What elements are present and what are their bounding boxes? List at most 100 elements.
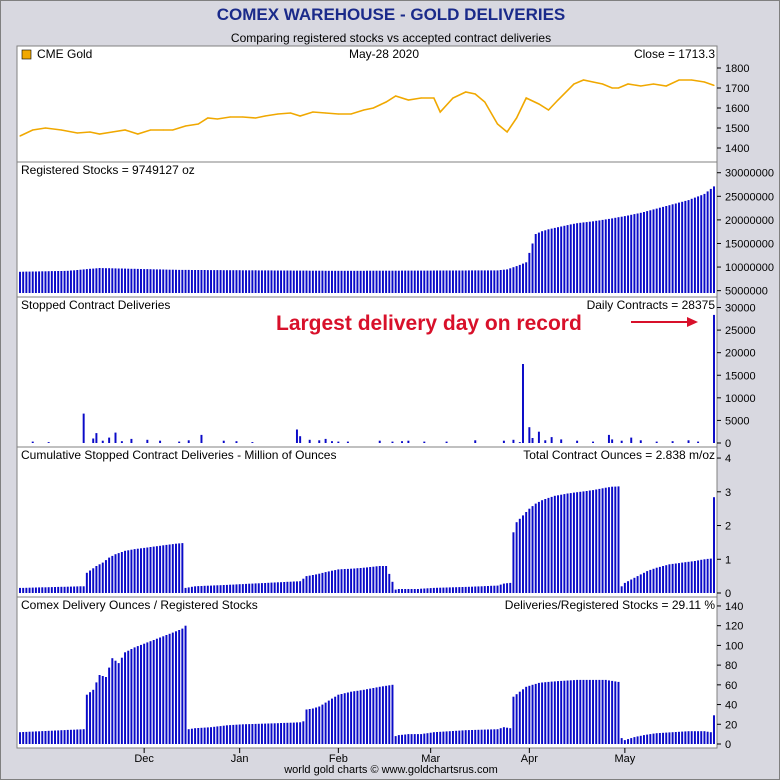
ratio-bar [461,730,464,744]
ratio-bar [334,696,337,744]
registered-bar [286,270,289,293]
cumulative-bar [684,562,687,593]
registered-bar [563,225,566,293]
ratio-bar [44,731,47,744]
cumulative-bar [515,522,518,593]
cumulative-bar [28,587,31,593]
ratio-bar [404,734,407,744]
ratio-bar [203,727,206,744]
gold-price-point [76,132,78,134]
x-tick-label: Dec [134,753,154,765]
gold-price-point [640,85,642,87]
gold-price-point [516,117,518,119]
ratio-bar [598,679,601,744]
registered-bar [108,268,111,293]
registered-bar [210,270,212,293]
registered-bar [257,270,260,293]
cumulative-bar [566,493,569,593]
registered-bar [646,211,649,293]
cumulative-bar [394,589,397,593]
y-tick-label: 30000000 [725,168,774,180]
registered-bar [362,270,365,293]
daily-bar [639,440,642,443]
registered-bar [423,270,426,293]
ratio-bar [588,679,591,744]
registered-bar [85,269,88,293]
daily-bar [528,427,531,443]
registered-bar [439,270,442,293]
cumulative-bar [254,583,257,593]
cumulative-bar [502,583,505,593]
cumulative-bar [477,586,480,593]
ratio-bar [658,733,661,744]
daily-bar [159,440,162,443]
ratio-bar [366,689,368,744]
cumulative-bar [601,488,604,593]
cumulative-bar [114,554,117,593]
registered-bar [671,204,674,293]
cumulative-bar [585,491,588,593]
ratio-bar [89,692,92,744]
registered-bar [280,270,283,293]
cumulative-bar [553,495,556,593]
gold-price-point [350,113,352,115]
cumulative-bar [251,583,254,593]
ratio-bar [611,680,614,744]
daily-bar [251,442,254,443]
cumulative-bar [260,583,263,593]
registered-bar [79,269,82,293]
ratio-bar [668,732,671,744]
registered-bar [617,217,620,293]
gold-price-point [385,101,387,103]
gold-price-point [439,111,441,113]
y-tick-label: 60 [725,680,737,692]
registered-bar [89,268,92,293]
ratio-bar [649,734,652,744]
registered-bar [674,203,677,293]
cumulative-bar [139,548,142,593]
cumulative-bar [63,586,66,593]
registered-bar [133,268,136,293]
gold-price-point [525,97,527,99]
registered-bar [213,270,216,293]
cumulative-bar [461,587,464,593]
cumulative-bar [302,578,305,593]
cumulative-bar [681,562,684,593]
cumulative-bar [353,568,356,593]
cumulative-bar [401,589,403,593]
cumulative-bar [509,582,512,593]
gold-price-point [582,79,585,81]
registered-bar [642,212,645,293]
registered-bar [471,270,474,293]
registered-bar [486,270,489,293]
cumulative-bar [181,543,184,593]
cumulative-bar [655,567,658,593]
panel-label: Cumulative Stopped Contract Deliveries -… [21,448,336,462]
y-tick-label: 1600 [725,103,749,115]
cumulative-bar [305,576,308,593]
cumulative-bar [690,561,693,593]
registered-bar [139,269,142,293]
gold-price-point [652,83,655,85]
gold-price-point [264,115,266,117]
ratio-bar [47,730,50,744]
cumulative-bar [111,555,114,593]
daily-bar [82,413,85,443]
cumulative-bar [674,563,677,593]
ratio-bar [642,735,645,744]
registered-bar [687,200,690,293]
ratio-bar [455,730,458,744]
daily-bar [331,441,333,443]
registered-bar [700,195,703,293]
y-tick-label: 5000000 [725,286,768,298]
cumulative-bar [270,582,273,593]
cumulative-bar [85,572,88,593]
ratio-bar [308,709,311,744]
registered-bar [165,269,168,293]
gold-price-point [216,118,218,120]
ratio-bar [340,694,343,744]
cumulative-bar [703,559,706,593]
registered-bar [544,230,547,293]
ratio-bar [372,688,375,744]
cumulative-bar [219,585,222,593]
